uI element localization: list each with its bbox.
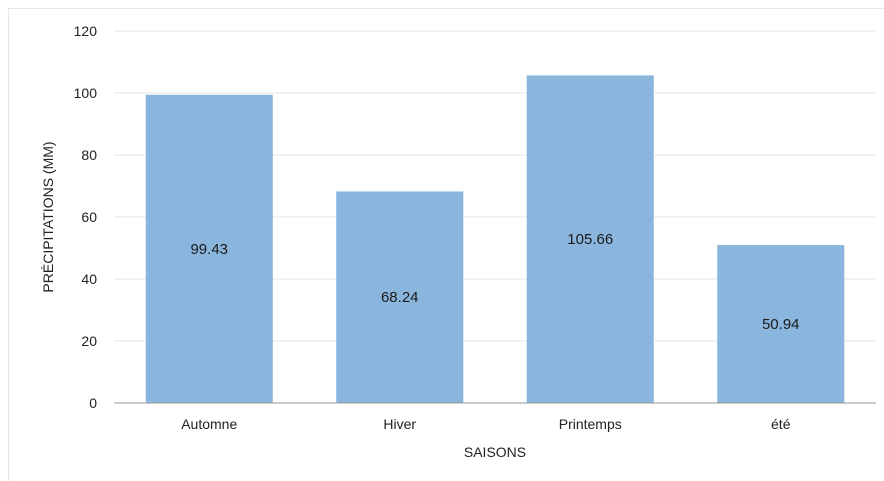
x-tick-label: Printemps: [559, 416, 622, 432]
x-tick-label: Hiver: [383, 416, 416, 432]
y-tick-label: 120: [74, 23, 98, 39]
bars: [145, 75, 845, 403]
y-tick-label: 80: [81, 147, 97, 163]
x-tick-label: Automne: [181, 416, 237, 432]
bar: [717, 245, 845, 403]
data-labels: 99.43 68.24 105.66 50.94: [190, 231, 799, 333]
x-tick-label: été: [771, 416, 791, 432]
y-tick-label: 0: [89, 395, 97, 411]
data-label: 50.94: [762, 316, 800, 333]
data-label: 105.66: [567, 231, 613, 248]
y-axis-title: PRÉCIPITATIONS (MM): [40, 141, 56, 292]
y-tick-label: 100: [74, 85, 98, 101]
y-tick-label: 20: [81, 333, 97, 349]
x-axis-ticks: Automne Hiver Printemps été: [181, 416, 790, 432]
y-tick-label: 60: [81, 209, 97, 225]
y-tick-label: 40: [81, 271, 97, 287]
bar: [145, 94, 273, 403]
y-axis-ticks: 0 20 40 60 80 100 120: [74, 23, 98, 411]
bar: [336, 191, 464, 403]
bar: [526, 75, 654, 403]
x-axis-title: SAISONS: [464, 444, 526, 460]
data-label: 68.24: [381, 289, 419, 306]
data-label: 99.43: [190, 241, 228, 258]
